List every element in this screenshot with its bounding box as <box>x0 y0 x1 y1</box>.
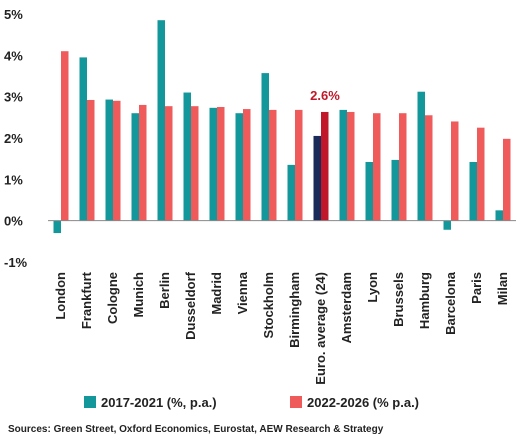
category-label: Hamburg <box>417 272 432 329</box>
legend-label-2022-2026: 2022-2026 (% p.a.) <box>307 395 419 410</box>
bar-2017-2021 <box>313 135 321 221</box>
legend-swatch-2022-2026 <box>290 396 302 408</box>
category-label: Vienna <box>235 271 250 314</box>
legend-swatch-2017-2021 <box>84 396 96 408</box>
y-tick-label: 2% <box>4 131 23 146</box>
bar-2017-2021 <box>131 113 139 221</box>
bar-2022-2026 <box>191 106 199 221</box>
bar-2022-2026 <box>61 51 69 221</box>
category-label: Brussels <box>391 272 406 327</box>
bar-2022-2026 <box>113 100 121 221</box>
bar-2022-2026 <box>269 109 277 221</box>
bar-2022-2026 <box>139 104 147 221</box>
bar-2022-2026 <box>503 138 511 221</box>
bars: 2.6% <box>53 20 511 234</box>
bar-2017-2021 <box>339 109 347 221</box>
bar-2017-2021 <box>469 161 477 221</box>
bar-2017-2021 <box>261 73 269 221</box>
bar-2017-2021 <box>417 91 425 221</box>
category-label: Amsterdam <box>339 272 354 344</box>
category-label: Barcelona <box>443 271 458 335</box>
bar-2022-2026 <box>477 127 485 221</box>
category-label: Frankfurt <box>79 271 94 329</box>
bar-2022-2026 <box>451 121 459 221</box>
category-label: Cologne <box>105 272 120 324</box>
y-tick-label: 4% <box>4 48 23 63</box>
bar-2017-2021 <box>365 161 373 221</box>
legend: 2017-2021 (%, p.a.) 2022-2026 (% p.a.) <box>84 395 419 410</box>
legend-label-2017-2021: 2017-2021 (%, p.a.) <box>101 395 217 410</box>
bar-2017-2021 <box>105 99 113 221</box>
bar-2017-2021 <box>391 159 399 221</box>
bar-2017-2021 <box>209 107 217 221</box>
average-annotation: 2.6% <box>310 88 340 103</box>
bar-2022-2026 <box>347 111 355 221</box>
y-axis: -1% 0% 1% 2% 3% 4% 5% <box>4 7 28 270</box>
category-label: Birmingham <box>287 272 302 348</box>
category-label: Paris <box>469 272 484 304</box>
x-axis: London Frankfurt Cologne Munich Berlin Dussel… <box>48 220 516 385</box>
bar-2017-2021 <box>443 220 451 230</box>
bar-2022-2026 <box>243 109 251 221</box>
y-tick-label: 1% <box>4 172 23 187</box>
category-label: Dusseldorf <box>183 271 198 340</box>
y-tick-label: 3% <box>4 90 23 105</box>
category-label: Madrid <box>209 272 224 315</box>
bar-2022-2026 <box>165 106 173 221</box>
category-label: Berlin <box>157 272 172 309</box>
bar-2017-2021 <box>235 113 243 221</box>
source-note: Sources: Green Street, Oxford Economics,… <box>8 424 384 435</box>
category-label: London <box>53 272 68 320</box>
y-tick-label: 0% <box>4 214 23 229</box>
category-label: Stockholm <box>261 272 276 338</box>
bar-2022-2026 <box>295 109 303 221</box>
bar-2022-2026 <box>87 99 95 221</box>
category-label: Lyon <box>365 272 380 303</box>
category-label: Euro. average (24) <box>313 272 328 385</box>
y-tick-label: -1% <box>4 255 28 270</box>
category-label: Milan <box>495 272 510 305</box>
bar-2022-2026 <box>373 113 381 221</box>
bar-2017-2021 <box>495 210 503 221</box>
bar-2017-2021 <box>79 57 87 221</box>
bar-2022-2026 <box>425 115 433 221</box>
y-tick-label: 5% <box>4 7 23 22</box>
bar-2017-2021 <box>53 220 61 234</box>
category-label: Munich <box>131 272 146 318</box>
bar-2022-2026 <box>321 111 329 221</box>
bar-2017-2021 <box>287 164 295 221</box>
bar-2022-2026 <box>217 107 225 221</box>
bar-2017-2021 <box>183 92 191 221</box>
bar-2017-2021 <box>157 20 165 221</box>
bar-2022-2026 <box>399 113 407 221</box>
